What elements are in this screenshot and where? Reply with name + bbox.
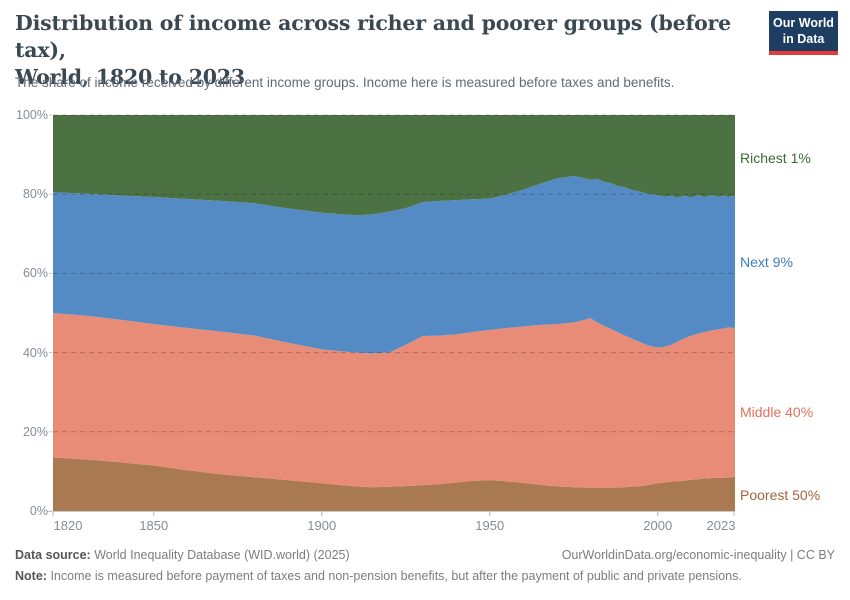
x-tick-label-1950: 1950: [475, 518, 505, 533]
note-text: Income is measured before payment of tax…: [50, 569, 742, 583]
x-tick-label-1900: 1900: [307, 518, 337, 533]
x-tick-label-2000: 2000: [643, 518, 673, 533]
y-tick-label-80%: 80%: [22, 187, 48, 202]
series-label-next-9[interactable]: Next 9%: [740, 253, 793, 270]
note-label: Note:: [15, 569, 47, 583]
owid-logo-line2: in Data: [782, 31, 825, 46]
page-title: Distribution of income across richer and…: [15, 10, 755, 91]
y-tick-label-40%: 40%: [22, 345, 48, 360]
data-source-text: World Inequality Database (WID.world) (2…: [94, 548, 350, 562]
y-tick-label-20%: 20%: [22, 424, 48, 439]
page-title-line1: Distribution of income across richer and…: [15, 11, 731, 63]
middle-40-area[interactable]: [53, 313, 735, 488]
x-tick-label-2023: 2023: [706, 518, 736, 533]
y-tick-label-60%: 60%: [22, 266, 48, 281]
poorest-50-area[interactable]: [53, 457, 735, 512]
owid-logo-line1: Our World: [773, 16, 834, 30]
y-tick-label-100%: 100%: [16, 108, 48, 122]
data-source-label: Data source:: [15, 548, 91, 562]
series-label-middle-40[interactable]: Middle 40%: [740, 404, 814, 421]
series-label-poorest-50[interactable]: Poorest 50%: [740, 486, 821, 503]
owid-link[interactable]: OurWorldinData.org/economic-inequality: [561, 548, 787, 562]
footer: Data source: World Inequality Database (…: [15, 548, 835, 562]
page-title-line2: World, 1820 to 2023: [15, 65, 245, 90]
next-9-area[interactable]: [53, 176, 735, 354]
data-source: Data source: World Inequality Database (…: [15, 548, 350, 562]
chart-subtitle: The share of income received by differen…: [15, 75, 675, 90]
y-tick-label-0%: 0%: [29, 504, 48, 518]
footer-note: Note: Income is measured before payment …: [15, 569, 835, 583]
richest-1-area[interactable]: [53, 115, 735, 216]
license-badge: CC BY: [796, 548, 835, 562]
series-label-richest-1[interactable]: Richest 1%: [740, 149, 811, 166]
footer-attribution: OurWorldinData.org/economic-inequality |…: [562, 548, 835, 562]
x-tick-label-1850: 1850: [139, 518, 169, 533]
x-tick-label-1820: 1820: [53, 518, 83, 533]
owid-logo[interactable]: Our World in Data: [769, 11, 838, 56]
attribution-separator: |: [790, 548, 794, 562]
